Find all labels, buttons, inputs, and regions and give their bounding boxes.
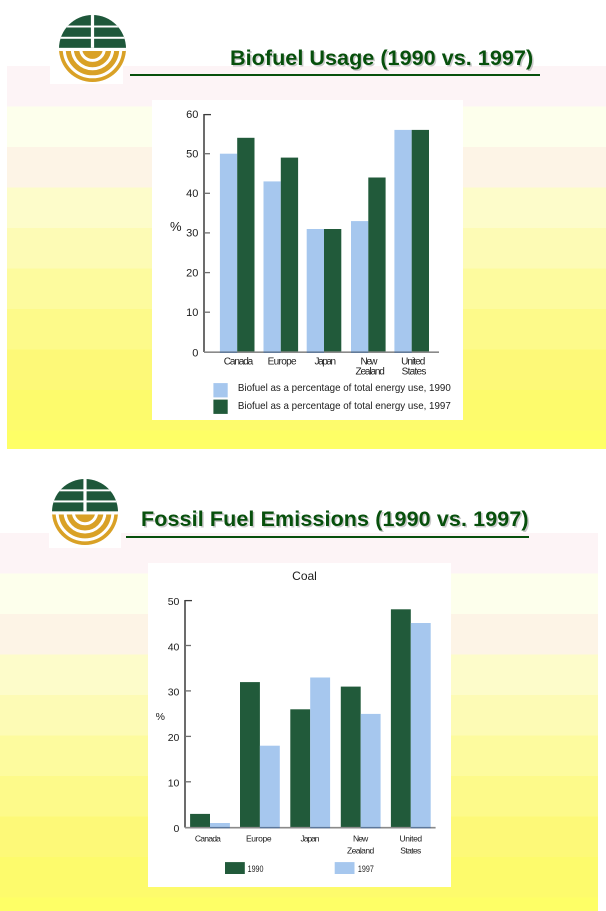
svg-text:Biofuel as a percentage of tot: Biofuel as a percentage of total energy …: [238, 382, 451, 394]
svg-text:%: %: [156, 711, 165, 723]
svg-text:40: 40: [186, 188, 198, 200]
svg-text:Zealand: Zealand: [347, 846, 374, 856]
svg-text:States: States: [402, 366, 427, 377]
svg-text:40: 40: [168, 641, 180, 653]
svg-text:Japan: Japan: [301, 834, 320, 844]
svg-text:Europe: Europe: [268, 356, 297, 367]
svg-text:20: 20: [186, 267, 198, 279]
svg-text:%: %: [170, 219, 182, 234]
svg-text:Canada: Canada: [195, 834, 221, 844]
svg-text:0: 0: [192, 347, 198, 359]
svg-text:10: 10: [168, 778, 180, 790]
svg-text:Japan: Japan: [315, 356, 337, 367]
svg-text:Biofuel as a percentage of tot: Biofuel as a percentage of total energy …: [238, 400, 451, 412]
svg-text:New: New: [361, 356, 379, 367]
svg-text:20: 20: [168, 732, 180, 744]
svg-text:New: New: [353, 834, 369, 844]
svg-text:1997: 1997: [358, 864, 374, 875]
svg-text:United: United: [401, 356, 425, 367]
svg-text:30: 30: [168, 687, 180, 699]
svg-text:Coal: Coal: [292, 569, 317, 583]
svg-text:60: 60: [186, 109, 198, 121]
svg-text:United: United: [399, 834, 422, 844]
svg-text:Canada: Canada: [224, 356, 254, 367]
svg-text:10: 10: [186, 307, 198, 319]
svg-text:50: 50: [186, 149, 198, 161]
svg-text:30: 30: [186, 228, 198, 240]
svg-text:States: States: [400, 846, 421, 856]
svg-text:Europe: Europe: [246, 834, 272, 844]
svg-text:Zealand: Zealand: [356, 366, 385, 377]
svg-text:50: 50: [168, 596, 180, 608]
svg-text:0: 0: [174, 823, 180, 835]
svg-text:1990: 1990: [248, 864, 264, 875]
